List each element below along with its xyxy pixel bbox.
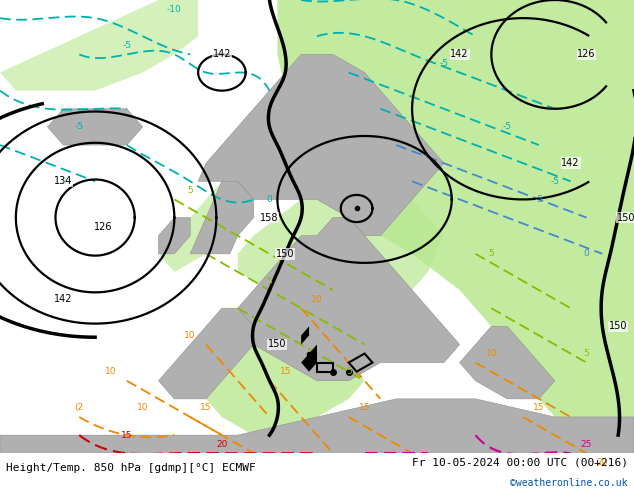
Polygon shape — [158, 163, 269, 272]
Text: 5: 5 — [346, 367, 352, 376]
Text: 20: 20 — [216, 440, 228, 449]
Text: 142: 142 — [54, 294, 73, 304]
Polygon shape — [278, 0, 634, 435]
Text: -5: -5 — [550, 177, 559, 186]
Text: ©weatheronline.co.uk: ©weatheronline.co.uk — [510, 478, 628, 489]
Text: 15: 15 — [200, 403, 212, 413]
Text: Fr 10-05-2024 00:00 UTC (00+216): Fr 10-05-2024 00:00 UTC (00+216) — [411, 458, 628, 467]
Polygon shape — [301, 326, 309, 344]
Text: -5: -5 — [439, 59, 448, 68]
Text: 5: 5 — [488, 249, 495, 258]
Text: Height/Temp. 850 hPa [gdmp][°C] ECMWF: Height/Temp. 850 hPa [gdmp][°C] ECMWF — [6, 463, 256, 473]
Polygon shape — [0, 0, 198, 91]
Text: 10: 10 — [184, 331, 196, 340]
Text: 150: 150 — [609, 321, 628, 331]
Text: 5: 5 — [583, 349, 590, 358]
Text: 25: 25 — [581, 440, 592, 449]
Polygon shape — [238, 218, 460, 381]
Polygon shape — [238, 145, 444, 326]
Text: -5: -5 — [534, 195, 543, 204]
Text: 20: 20 — [597, 458, 608, 467]
Text: -10: -10 — [167, 4, 182, 14]
Text: 150: 150 — [268, 340, 287, 349]
Polygon shape — [48, 109, 143, 145]
Polygon shape — [460, 326, 555, 399]
Text: 126: 126 — [94, 221, 112, 232]
Text: 10: 10 — [105, 367, 117, 376]
Text: 15: 15 — [533, 403, 545, 413]
Text: 15: 15 — [359, 403, 370, 413]
Text: 0: 0 — [583, 249, 590, 258]
Text: 15: 15 — [280, 367, 291, 376]
Text: 158: 158 — [260, 213, 279, 222]
Text: 0: 0 — [266, 195, 273, 204]
Text: 5: 5 — [266, 276, 273, 286]
Polygon shape — [158, 218, 190, 254]
Text: 142: 142 — [561, 158, 580, 168]
Polygon shape — [158, 308, 254, 399]
Polygon shape — [301, 344, 317, 372]
Text: -5: -5 — [75, 122, 84, 131]
Text: 10: 10 — [311, 294, 323, 304]
Text: (2: (2 — [75, 403, 84, 413]
Text: 5: 5 — [187, 186, 193, 195]
Text: 0: 0 — [60, 177, 67, 186]
Text: 142: 142 — [212, 49, 231, 59]
Text: -5: -5 — [122, 41, 131, 50]
Text: 134: 134 — [55, 176, 72, 186]
Text: -5: -5 — [503, 122, 512, 131]
Polygon shape — [198, 54, 444, 236]
Text: 142: 142 — [450, 49, 469, 59]
Text: 150: 150 — [617, 213, 634, 222]
Text: 150: 150 — [276, 249, 295, 259]
Text: 126: 126 — [577, 49, 596, 59]
Text: 10: 10 — [486, 349, 497, 358]
Polygon shape — [198, 308, 365, 435]
Text: 15: 15 — [121, 431, 133, 440]
Polygon shape — [0, 399, 634, 453]
Text: 10: 10 — [137, 403, 148, 413]
Polygon shape — [190, 181, 254, 254]
